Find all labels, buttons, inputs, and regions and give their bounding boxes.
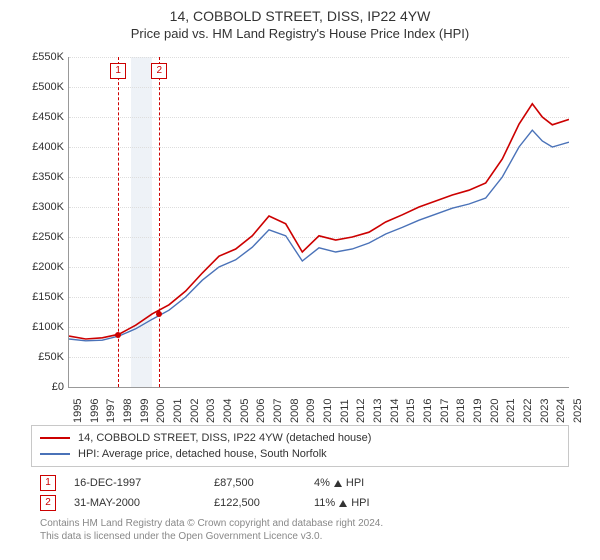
sale-price: £122,500 [214,497,314,509]
sale-delta: 11% HPI [314,497,370,509]
x-axis-label: 2007 [272,399,284,423]
footer: Contains HM Land Registry data © Crown c… [40,517,560,543]
x-axis-label: 2024 [555,399,567,423]
y-axis-label: £350K [20,171,64,183]
sale-delta: 4% HPI [314,477,364,489]
x-axis-label: 1999 [139,399,151,423]
table-row: 1 16-DEC-1997 £87,500 4% HPI [40,473,560,493]
x-axis-label: 2014 [389,399,401,423]
arrow-up-icon [339,500,347,507]
footer-line: Contains HM Land Registry data © Crown c… [40,517,560,530]
sale-delta-vs: HPI [351,497,369,509]
legend: 14, COBBOLD STREET, DISS, IP22 4YW (deta… [31,425,569,467]
sale-dot-icon [156,311,162,317]
x-axis-label: 2009 [305,399,317,423]
y-axis-label: £450K [20,111,64,123]
x-axis-label: 2018 [455,399,467,423]
sale-vertical-line [159,57,160,387]
x-axis-label: 2022 [522,399,534,423]
x-axis-label: 2017 [439,399,451,423]
y-axis-label: £400K [20,141,64,153]
y-axis-label: £550K [20,51,64,63]
sale-delta-pct: 4% [314,477,330,489]
x-axis-label: 2012 [355,399,367,423]
sale-delta-pct: 11% [314,497,335,509]
y-axis-label: £100K [20,321,64,333]
x-axis-label: 1996 [89,399,101,423]
x-axis-label: 2019 [472,399,484,423]
sales-table: 1 16-DEC-1997 £87,500 4% HPI 2 31-MAY-20… [40,473,560,513]
x-axis-label: 2006 [255,399,267,423]
x-axis-label: 2021 [505,399,517,423]
sale-date: 16-DEC-1997 [74,477,214,489]
y-axis-label: £500K [20,81,64,93]
x-axis-label: 2011 [339,399,351,423]
x-axis-label: 2025 [572,399,584,423]
x-axis-label: 1998 [122,399,134,423]
x-axis-label: 2023 [539,399,551,423]
sale-date: 31-MAY-2000 [74,497,214,509]
sale-marker-icon: 1 [110,63,126,79]
x-axis-label: 1995 [72,399,84,423]
chart-lines [69,57,569,387]
y-axis-label: £50K [20,351,64,363]
y-axis-label: £250K [20,231,64,243]
x-axis-label: 2020 [489,399,501,423]
sale-marker-icon: 1 [40,475,56,491]
chart-plot-area: 12 [68,57,569,388]
sale-marker-icon: 2 [151,63,167,79]
footer-line: This data is licensed under the Open Gov… [40,530,560,543]
x-axis-label: 2003 [205,399,217,423]
chart-series-line [69,104,569,339]
legend-label: 14, COBBOLD STREET, DISS, IP22 4YW (deta… [78,432,371,444]
sale-marker-icon: 2 [40,495,56,511]
sale-price: £87,500 [214,477,314,489]
x-axis-label: 2008 [289,399,301,423]
table-row: 2 31-MAY-2000 £122,500 11% HPI [40,493,560,513]
y-axis-label: £200K [20,261,64,273]
arrow-up-icon [334,480,342,487]
chart-container: £0 £50K £100K £150K £200K £250K £300K £350K £400… [20,47,580,417]
x-axis-label: 2015 [405,399,417,423]
x-axis-label: 2010 [322,399,334,423]
x-axis-label: 2002 [189,399,201,423]
y-axis-label: £300K [20,201,64,213]
page-subtitle: Price paid vs. HM Land Registry's House … [0,26,600,41]
x-axis-label: 2001 [172,399,184,423]
y-axis-label: £150K [20,291,64,303]
legend-row: 14, COBBOLD STREET, DISS, IP22 4YW (deta… [40,430,560,446]
legend-row: HPI: Average price, detached house, Sout… [40,446,560,462]
legend-swatch [40,453,70,455]
legend-label: HPI: Average price, detached house, Sout… [78,448,327,460]
sale-dot-icon [115,332,121,338]
x-axis-label: 2005 [239,399,251,423]
y-axis-label: £0 [20,381,64,393]
x-axis-label: 2013 [372,399,384,423]
x-axis-label: 2016 [422,399,434,423]
x-axis-label: 1997 [105,399,117,423]
legend-swatch [40,437,70,439]
sale-vertical-line [118,57,119,387]
x-axis-label: 2004 [222,399,234,423]
x-axis-label: 2000 [155,399,167,423]
page-title: 14, COBBOLD STREET, DISS, IP22 4YW [0,8,600,24]
sale-delta-vs: HPI [346,477,364,489]
